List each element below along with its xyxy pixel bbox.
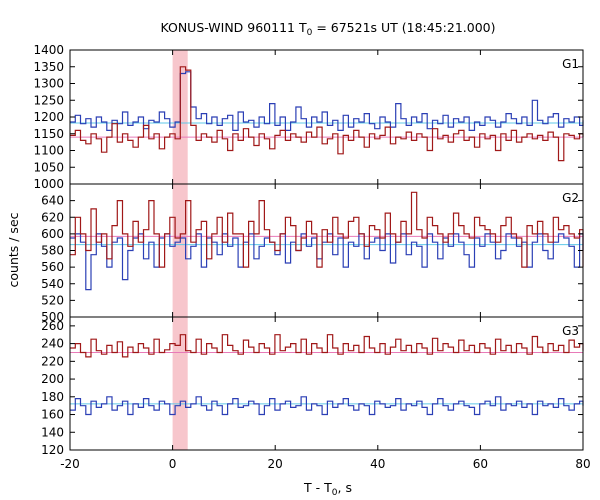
x-tick-label: 20	[268, 457, 283, 471]
series-blue-step	[70, 233, 584, 291]
x-axis-label: T - T0, s	[303, 480, 352, 498]
y-tick-label: 180	[41, 390, 64, 404]
panel-frame	[69, 316, 584, 451]
x-tick-label: -20	[60, 457, 80, 471]
series-blue-step	[70, 396, 584, 416]
y-tick-label: 1000	[33, 177, 64, 191]
y-tick-label: 140	[41, 425, 64, 439]
series-red-step	[70, 334, 584, 358]
y-tick-label: 220	[41, 354, 64, 368]
y-tick-label: 1250	[33, 93, 64, 107]
panel-G3: 120 140 160 180 200 220 240 260 G3	[41, 316, 584, 457]
series-blue-step	[70, 71, 584, 131]
burst-highlight	[172, 184, 188, 317]
y-tick-label: 240	[41, 337, 64, 351]
y-axis-label: counts / sec	[6, 212, 21, 287]
y-tick-label: 160	[41, 408, 64, 422]
y-tick-label: 1300	[33, 77, 64, 91]
panel-G2: 500 520 540 560 580 600 620 640 G2	[41, 183, 584, 324]
panel-label: G3	[562, 324, 579, 338]
panel-label: G2	[562, 191, 579, 205]
y-tick-label: 600	[41, 227, 64, 241]
panel-label: G1	[562, 57, 579, 71]
x-tick-label: 80	[575, 457, 590, 471]
y-tick-label: 1350	[33, 60, 64, 74]
x-tick-label: 0	[169, 457, 177, 471]
x-tick-label: 40	[370, 457, 385, 471]
y-tick-label: 260	[41, 319, 64, 333]
y-tick-label: 520	[41, 293, 64, 307]
y-tick-label: 640	[41, 194, 64, 208]
y-tick-label: 120	[41, 443, 64, 457]
series-red-step	[70, 66, 584, 162]
y-tick-label: 200	[41, 372, 64, 386]
y-tick-label: 500	[41, 310, 64, 324]
y-tick-label: 560	[41, 260, 64, 274]
y-tick-label: 620	[41, 210, 64, 224]
y-tick-label: 1200	[33, 110, 64, 124]
y-tick-label: 1100	[33, 144, 64, 158]
y-tick-label: 540	[41, 277, 64, 291]
burst-highlight	[172, 317, 188, 450]
series-red-step	[70, 191, 584, 268]
x-tick-label: 60	[473, 457, 488, 471]
y-tick-label: 1400	[33, 43, 64, 57]
chart-title: KONUS-WIND 960111 T0 = 67521s UT (18:45:…	[160, 20, 495, 38]
y-tick-label: 580	[41, 244, 64, 258]
y-tick-label: 1150	[33, 127, 64, 141]
y-tick-label: 1050	[33, 160, 64, 174]
panel-G1: 1000 1050 1100 1150 1200 1250 1300 1350 1400 G1	[33, 43, 584, 191]
